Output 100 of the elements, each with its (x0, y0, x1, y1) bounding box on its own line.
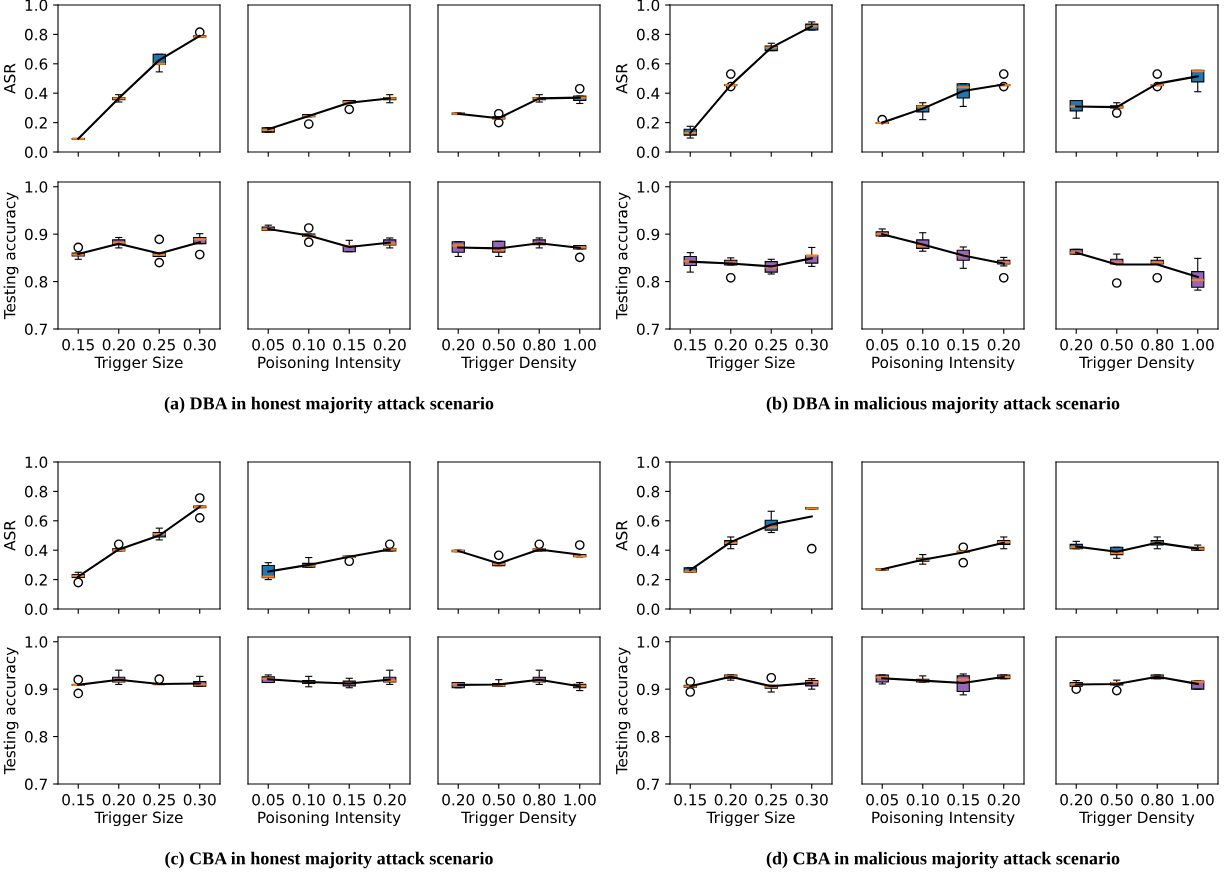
y-tick-label: 0.7 (636, 323, 659, 336)
y-tick-label: 0.8 (24, 276, 48, 288)
y-axis-title: Testing accuracy (3, 192, 19, 320)
y-tick-label: 0.2 (636, 117, 659, 129)
x-tick-label: 0.10 (292, 338, 325, 351)
x-tick-label: 0.20 (714, 338, 747, 351)
y-tick-label: 1.0 (637, 636, 660, 648)
x-tick-label: 0.20 (987, 338, 1020, 351)
x-tick-label: 0.05 (252, 338, 284, 351)
y-tick-label: 0.8 (24, 731, 48, 743)
y-tick-label: 1.0 (637, 0, 660, 12)
x-axis-title: Poisoning Intensity (872, 356, 1015, 372)
x-axis-title: Trigger Density (1079, 356, 1195, 372)
x-axis-title: Trigger Size (94, 811, 183, 827)
x-tick-label: 0.15 (947, 338, 979, 351)
x-axis-title: Poisoning Intensity (258, 811, 401, 827)
x-tick-label: 0.15 (62, 793, 94, 806)
y-tick-label: 0.2 (24, 117, 47, 129)
x-tick-label: 0.10 (906, 793, 939, 806)
x-axis-title: Trigger Density (461, 356, 577, 372)
x-tick-label: 0.50 (482, 793, 515, 806)
y-tick-label: 0.8 (636, 731, 660, 743)
y-axis-title: Testing accuracy (3, 647, 19, 775)
x-tick-label: 0.30 (183, 793, 216, 806)
x-tick-label: 0.15 (62, 338, 94, 351)
x-tick-label: 1.00 (564, 793, 596, 806)
text: (d) CBA in malicious majority attack scenario (766, 851, 1120, 869)
x-tick-label: 0.20 (1060, 793, 1093, 806)
y-tick-label: 0.4 (24, 544, 48, 557)
y-tick-label: 0.2 (636, 574, 659, 586)
y-tick-label: 0.0 (636, 603, 660, 616)
x-axis-title: Poisoning Intensity (872, 811, 1015, 827)
x-tick-label: 0.20 (373, 338, 406, 351)
x-tick-label: 0.20 (102, 793, 135, 806)
y-tick-label: 0.7 (24, 323, 47, 336)
x-tick-label: 0.80 (1141, 793, 1174, 806)
text: (b) DBA in malicious majority attack scenario (766, 396, 1120, 414)
y-axis-title: ASR (3, 63, 16, 94)
x-tick-label: 0.20 (373, 793, 406, 806)
y-tick-label: 0.7 (24, 778, 47, 791)
y-tick-label: 0.8 (24, 485, 48, 498)
y-tick-label: 0.8 (24, 28, 48, 41)
x-tick-label: 0.30 (183, 338, 216, 351)
x-tick-label: 0.05 (866, 338, 898, 351)
x-tick-label: 0.25 (755, 338, 787, 351)
x-tick-label: 0.20 (987, 793, 1020, 806)
y-tick-label: 0.6 (24, 515, 48, 527)
y-tick-label: 1.0 (25, 181, 48, 193)
x-tick-label: 1.00 (564, 338, 596, 351)
x-axis-title: Trigger Size (706, 811, 795, 827)
y-tick-label: 0.4 (636, 87, 660, 100)
y-tick-label: 0.4 (636, 544, 660, 557)
x-tick-label: 0.50 (1100, 338, 1133, 351)
x-tick-label: 0.15 (333, 793, 365, 806)
y-tick-label: 0.9 (24, 228, 48, 241)
y-tick-label: 0.6 (24, 58, 48, 70)
y-axis-title: ASR (3, 520, 16, 551)
x-tick-label: 0.50 (482, 338, 515, 351)
x-axis-title: Trigger Density (461, 811, 577, 827)
x-tick-label: 0.05 (866, 793, 898, 806)
y-tick-label: 0.6 (636, 58, 660, 70)
x-tick-label: 0.20 (442, 338, 475, 351)
x-tick-label: 0.15 (674, 793, 706, 806)
x-tick-label: 0.15 (333, 338, 365, 351)
x-tick-label: 0.10 (292, 793, 325, 806)
x-tick-label: 0.25 (143, 338, 175, 351)
y-tick-label: 0.9 (24, 683, 48, 696)
x-tick-label: 0.25 (143, 793, 175, 806)
x-axis-title: Trigger Size (94, 356, 183, 372)
x-tick-label: 0.20 (442, 793, 475, 806)
y-tick-label: 0.9 (636, 683, 660, 696)
x-tick-label: 1.00 (1182, 338, 1214, 351)
x-tick-label: 0.10 (906, 338, 939, 351)
y-tick-label: 1.0 (637, 456, 660, 469)
x-tick-label: 0.30 (795, 793, 828, 806)
y-tick-label: 0.2 (24, 574, 47, 586)
text: (a) DBA in honest majority attack scenario (164, 396, 494, 414)
y-tick-label: 1.0 (637, 181, 660, 193)
x-tick-label: 0.30 (795, 338, 828, 351)
y-axis-title: ASR (615, 63, 628, 94)
x-tick-label: 0.15 (674, 338, 706, 351)
y-tick-label: 0.4 (24, 87, 48, 100)
x-tick-label: 0.80 (523, 793, 556, 806)
x-tick-label: 0.20 (102, 338, 135, 351)
y-tick-label: 0.0 (636, 146, 660, 159)
y-tick-label: 0.8 (636, 485, 660, 498)
y-tick-label: 1.0 (25, 0, 48, 12)
x-tick-label: 0.15 (947, 793, 979, 806)
y-tick-label: 0.0 (24, 603, 48, 616)
x-tick-label: 0.20 (714, 793, 747, 806)
x-axis-title: Trigger Size (706, 356, 795, 372)
y-tick-label: 0.0 (24, 146, 48, 159)
y-tick-label: 0.8 (636, 28, 660, 41)
y-tick-label: 1.0 (25, 456, 48, 469)
x-axis-title: Trigger Density (1079, 811, 1195, 827)
y-tick-label: 0.6 (636, 515, 660, 527)
y-tick-label: 0.7 (636, 778, 659, 791)
x-tick-label: 0.25 (755, 793, 787, 806)
x-tick-label: 0.20 (1060, 338, 1093, 351)
y-tick-label: 0.8 (636, 276, 660, 288)
